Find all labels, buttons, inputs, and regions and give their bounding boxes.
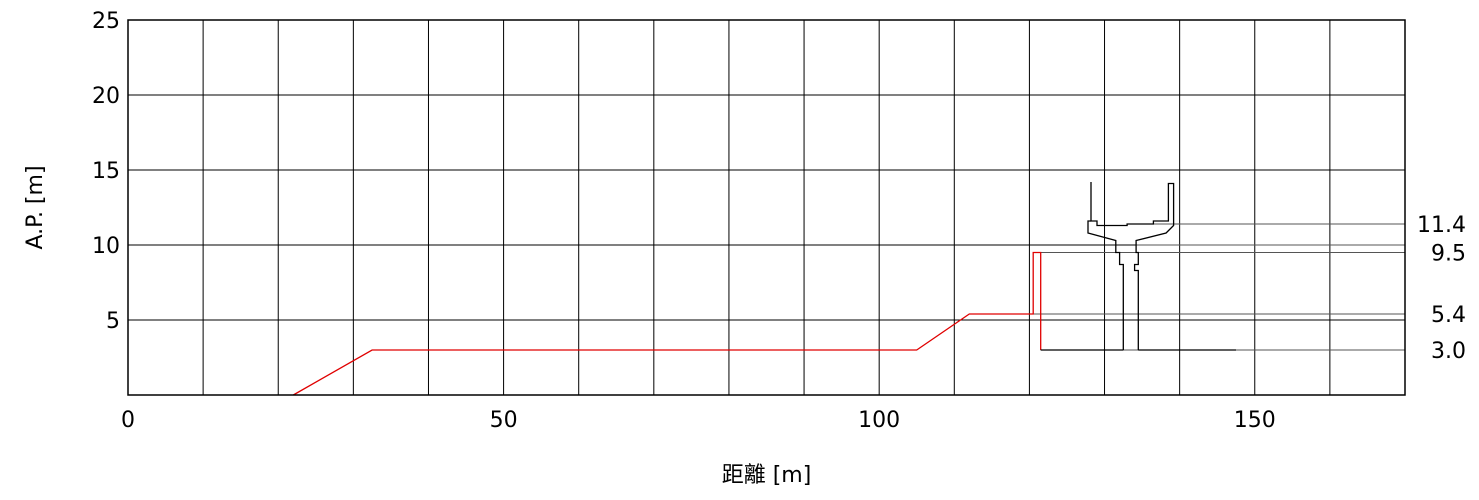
- x-tick-label: 100: [858, 408, 900, 433]
- grid: [128, 20, 1405, 395]
- series-line: [1090, 182, 1175, 350]
- reference-level-label: 3.0: [1431, 339, 1466, 364]
- y-tick-label: 20: [92, 84, 120, 109]
- y-tick-label: 15: [92, 159, 120, 184]
- x-tick-label: 0: [121, 408, 135, 433]
- series-group: [292, 182, 1236, 396]
- tick-labels: 0 50 100 150 5 10 15 20 25: [92, 9, 1276, 433]
- x-tick-label: 150: [1234, 408, 1276, 433]
- series-line: [292, 251, 1042, 396]
- level-labels: 11.4 9.5 5.4 3.0: [1417, 213, 1466, 364]
- plot-frame: [127, 19, 1406, 396]
- reference-level-label: 11.4: [1417, 213, 1466, 238]
- y-tick-label: 25: [92, 9, 120, 34]
- x-tick-label: 50: [490, 408, 518, 433]
- reference-level-label: 9.5: [1431, 242, 1466, 267]
- reference-levels: [1033, 223, 1405, 351]
- reference-level-label: 5.4: [1431, 303, 1466, 328]
- y-tick-label: 5: [106, 309, 120, 334]
- y-axis-title: A.P. [m]: [23, 165, 48, 249]
- series-line: [1087, 220, 1124, 350]
- y-tick-label: 10: [92, 234, 120, 259]
- x-axis-title: 距離 [m]: [722, 463, 812, 488]
